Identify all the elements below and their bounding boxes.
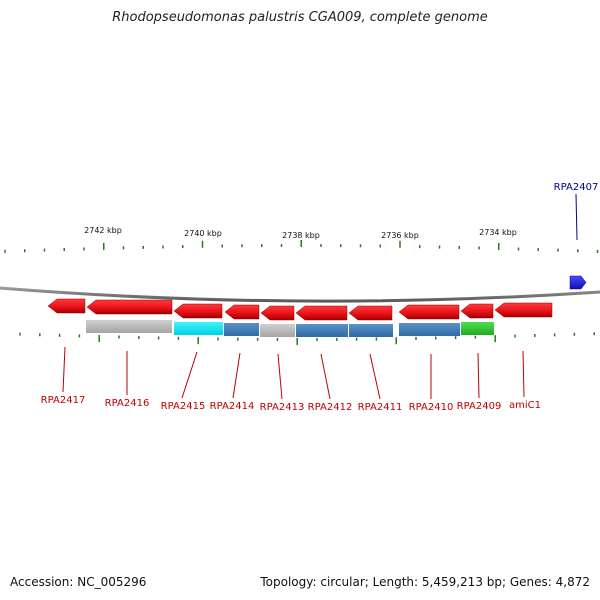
cog-bar bbox=[224, 323, 259, 336]
cog-bar bbox=[260, 324, 295, 337]
gene-arrow[interactable] bbox=[47, 298, 86, 314]
cog-bar bbox=[174, 322, 223, 335]
gene-arrow[interactable] bbox=[348, 305, 393, 321]
gene-label[interactable]: RPA2411 bbox=[358, 402, 403, 413]
gene-label[interactable]: RPA2416 bbox=[105, 398, 150, 409]
gene-arrow[interactable] bbox=[86, 299, 173, 315]
label-leader-line bbox=[575, 193, 578, 241]
gene-label[interactable]: RPA2414 bbox=[210, 401, 255, 412]
gene-label[interactable]: RPA2410 bbox=[409, 402, 454, 413]
gene-labels: RPA2417 RPA2416 RPA2415 RPA2414 RPA2413 RPA24… bbox=[41, 182, 599, 413]
label-leader-line bbox=[232, 352, 241, 399]
label-leader-line bbox=[277, 353, 283, 400]
genome-title: Rhodopseudomonas palustris CGA009, compl… bbox=[112, 10, 488, 25]
gene-arrow[interactable] bbox=[173, 303, 223, 319]
label-leaders bbox=[62, 193, 578, 400]
scale-labels: 2742 kbp 2740 kbp 2738 kbp 2736 kbp 2734 kbp bbox=[84, 226, 517, 240]
cog-track bbox=[86, 320, 494, 337]
label-leader-line bbox=[62, 346, 66, 393]
gene-arrow[interactable] bbox=[224, 304, 260, 320]
cog-bar bbox=[86, 320, 172, 333]
gene-label[interactable]: RPA2417 bbox=[41, 395, 86, 406]
gene-arrow[interactable] bbox=[460, 303, 494, 319]
scale-label: 2734 kbp bbox=[479, 228, 517, 237]
gene-label[interactable]: RPA2409 bbox=[457, 401, 502, 412]
label-leader-line bbox=[369, 353, 381, 400]
gene-track bbox=[47, 275, 587, 321]
gene-label[interactable]: RPA2412 bbox=[308, 402, 353, 413]
gene-label[interactable]: RPA2415 bbox=[161, 401, 206, 412]
upper-scale-ticks bbox=[4, 240, 599, 253]
scale-label: 2738 kbp bbox=[282, 231, 320, 240]
gene-label[interactable]: RPA2413 bbox=[260, 402, 305, 413]
gene-label[interactable]: amiC1 bbox=[509, 400, 541, 411]
genome-summary-text: Topology: circular; Length: 5,459,213 bp… bbox=[260, 575, 590, 589]
scale-label: 2736 kbp bbox=[381, 231, 419, 240]
scale-label: 2740 kbp bbox=[184, 229, 222, 238]
cog-bar bbox=[399, 323, 460, 336]
cog-bar bbox=[296, 324, 348, 337]
gene-arrow[interactable] bbox=[295, 305, 348, 321]
label-leader-line bbox=[181, 351, 198, 399]
gene-arrow[interactable] bbox=[260, 305, 295, 321]
gene-label[interactable]: RPA2407 bbox=[554, 182, 599, 193]
label-leader-line bbox=[522, 350, 525, 398]
genome-backbone bbox=[0, 286, 600, 303]
scale-label: 2742 kbp bbox=[84, 226, 122, 235]
label-leader-line bbox=[477, 352, 480, 399]
accession-text: Accession: NC_005296 bbox=[10, 575, 147, 589]
gene-arrow-forward[interactable] bbox=[569, 275, 587, 290]
gene-arrow[interactable] bbox=[494, 302, 553, 318]
label-leader-line bbox=[320, 353, 331, 400]
gene-arrow[interactable] bbox=[398, 304, 460, 320]
cog-bar bbox=[349, 324, 393, 337]
lower-scale-ticks bbox=[19, 332, 595, 345]
cog-bar bbox=[461, 322, 494, 335]
